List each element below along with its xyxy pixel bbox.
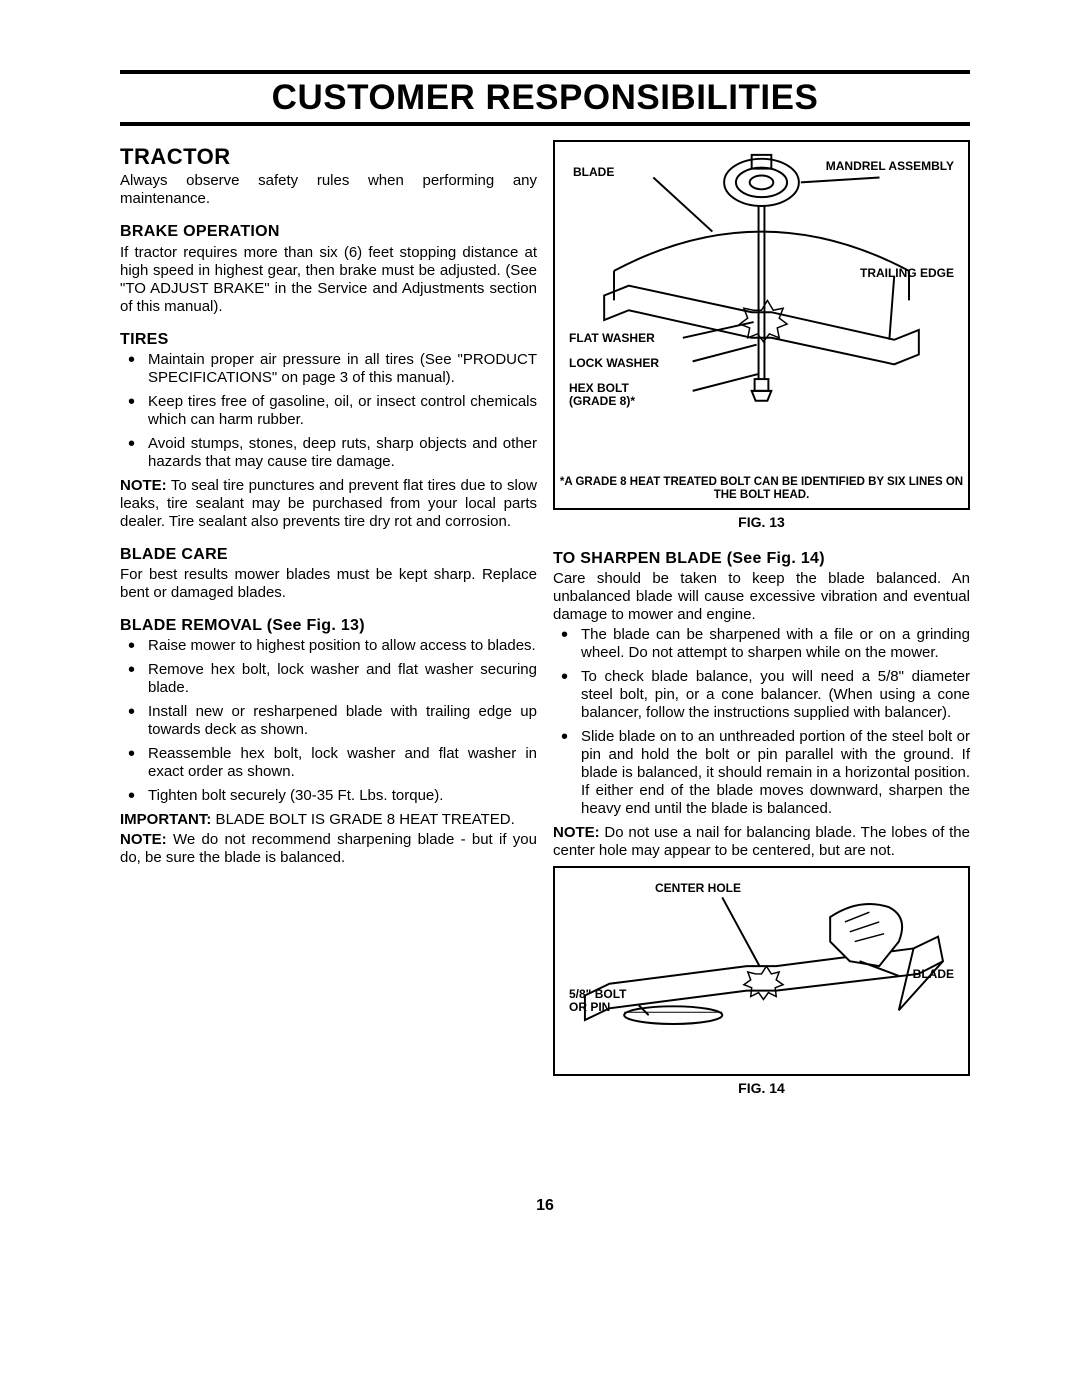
page-number: 16 — [120, 1197, 970, 1215]
heading-brake: BRAKE OPERATION — [120, 222, 537, 241]
list-item: Avoid stumps, stones, deep ruts, sharp o… — [148, 435, 537, 471]
list-item: Remove hex bolt, lock washer and flat wa… — [148, 661, 537, 697]
heading-tractor: TRACTOR — [120, 144, 537, 170]
fig14-svg — [555, 868, 968, 1074]
tires-note: NOTE: To seal tire punctures and prevent… — [120, 477, 537, 531]
note-label: NOTE: — [120, 477, 167, 494]
fig13-label-hex: HEX BOLT (GRADE 8)* — [569, 382, 649, 408]
bladecare-body: For best results mower blades must be ke… — [120, 566, 537, 602]
list-item: Maintain proper air pressure in all tire… — [148, 351, 537, 387]
heading-bladecare: BLADE CARE — [120, 545, 537, 564]
tractor-intro: Always observe safety rules when perform… — [120, 172, 537, 208]
list-item: Tighten bolt securely (30-35 Ft. Lbs. to… — [148, 787, 537, 805]
page-title-container: CUSTOMER RESPONSIBILITIES — [120, 70, 970, 126]
fig14-label-bolt: 5/8" BOLT OR PIN — [569, 988, 639, 1014]
note-text: Do not use a nail for balancing blade. T… — [553, 824, 970, 859]
sharpen-intro: Care should be taken to keep the blade b… — [553, 570, 970, 624]
fig14-label-blade: BLADE — [913, 968, 954, 981]
fig13-label-mandrel: MANDREL ASSEMBLY — [826, 160, 954, 173]
fig13-label-flat: FLAT WASHER — [569, 332, 655, 345]
list-item: Reassemble hex bolt, lock washer and fla… — [148, 745, 537, 781]
important-text: BLADE BOLT IS GRADE 8 HEAT TREATED. — [211, 811, 514, 828]
heading-removal: BLADE REMOVAL (See Fig. 13) — [120, 616, 537, 635]
important-label: IMPORTANT: — [120, 811, 211, 828]
list-item: To check blade balance, you will need a … — [581, 668, 970, 722]
removal-list: Raise mower to highest position to allow… — [120, 637, 537, 805]
brake-body: If tractor requires more than six (6) fe… — [120, 244, 537, 316]
content-columns: TRACTOR Always observe safety rules when… — [120, 140, 970, 1097]
heading-sharpen: TO SHARPEN BLADE (See Fig. 14) — [553, 549, 970, 568]
fig13-svg — [555, 142, 968, 508]
tires-list: Maintain proper air pressure in all tire… — [120, 351, 537, 471]
fig13-footnote: *A GRADE 8 HEAT TREATED BOLT CAN BE IDEN… — [555, 476, 968, 502]
fig14-caption: FIG. 14 — [553, 1080, 970, 1097]
list-item: Raise mower to highest position to allow… — [148, 637, 537, 655]
left-column: TRACTOR Always observe safety rules when… — [120, 140, 537, 1097]
fig13-caption: FIG. 13 — [553, 514, 970, 531]
page-title: CUSTOMER RESPONSIBILITIES — [120, 78, 970, 118]
important-line: IMPORTANT: BLADE BOLT IS GRADE 8 HEAT TR… — [120, 811, 537, 829]
sharpen-note: NOTE: Do not use a nail for balancing bl… — [553, 824, 970, 860]
note-label: NOTE: — [120, 831, 167, 848]
fig13-label-lock: LOCK WASHER — [569, 357, 659, 370]
note-text: We do not recommend sharpening blade - b… — [120, 831, 537, 866]
note2-line: NOTE: We do not recommend sharpening bla… — [120, 831, 537, 867]
fig13-label-trailing: TRAILING EDGE — [860, 267, 954, 280]
list-item: Install new or resharpened blade with tr… — [148, 703, 537, 739]
note-label: NOTE: — [553, 824, 600, 841]
sharpen-list: The blade can be sharpened with a file o… — [553, 626, 970, 818]
list-item: Keep tires free of gasoline, oil, or ins… — [148, 393, 537, 429]
list-item: The blade can be sharpened with a file o… — [581, 626, 970, 662]
list-item: Slide blade on to an unthreaded portion … — [581, 728, 970, 818]
fig14-label-center: CENTER HOLE — [655, 882, 741, 895]
note-text: To seal tire punctures and prevent flat … — [120, 477, 537, 530]
right-column: BLADE MANDREL ASSEMBLY TRAILING EDGE FLA… — [553, 140, 970, 1097]
fig13-label-blade: BLADE — [573, 166, 614, 179]
figure-14: CENTER HOLE BLADE 5/8" BOLT OR PIN — [553, 866, 970, 1076]
figure-13: BLADE MANDREL ASSEMBLY TRAILING EDGE FLA… — [553, 140, 970, 510]
heading-tires: TIRES — [120, 330, 537, 349]
